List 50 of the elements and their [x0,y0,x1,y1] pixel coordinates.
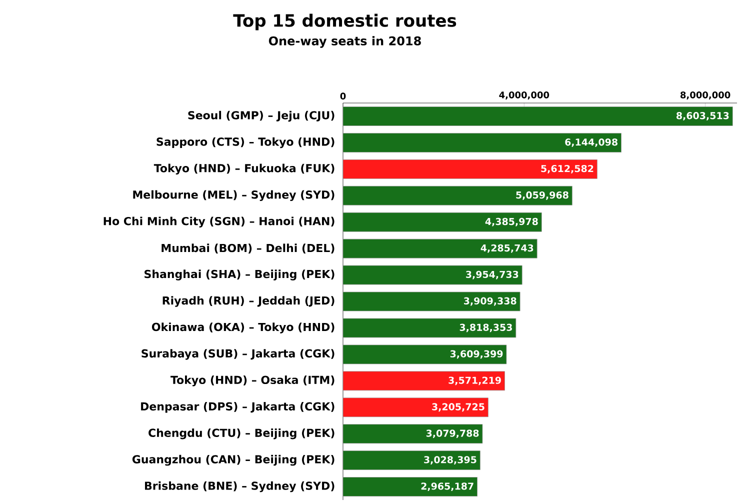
y-tick-label: Sapporo (CTS) – Tokyo (HND) [156,137,334,148]
y-tick-label: Shanghai (SHA) – Beijing (PEK) [144,270,334,280]
y-tick-label: Chengdu (CTU) – Beijing (PEK) [148,428,334,440]
y-tick-label: Denpasar (DPS) – Jakarta (CGK) [141,402,334,413]
x-tick-label: 8,000,000 [680,92,730,100]
bar [342,265,522,285]
y-tick-label: Surabaya (SUB) – Jakarta (CGK) [142,349,334,360]
bar [342,292,520,312]
data-label: 3,205,725 [432,403,484,412]
data-label: 5,612,582 [541,164,594,174]
data-label: 4,285,743 [480,244,534,253]
bar [342,212,542,232]
x-tick-label: 4,000,000 [499,92,550,100]
bar [342,424,483,444]
data-label: 3,954,733 [466,270,518,280]
data-label: 3,818,353 [460,324,512,332]
y-tick-label: Seoul (GMP) – Jeju (CJU) [188,110,334,122]
data-label: 2,965,187 [421,482,474,491]
bar [342,106,733,126]
data-label: 6,144,098 [565,138,618,147]
y-tick-label: Mumbai (BOM) – Delhi (DEL) [162,244,334,254]
y-tick-label: Brisbane (BNE) – Sydney (SYD) [145,481,334,492]
y-tick-label: Tokyo (HND) – Osaka (ITM) [170,376,334,386]
data-label: 4,385,978 [485,218,538,226]
y-tick-label: Guangzhou (CAN) – Beijing (PEK) [132,454,334,466]
bar [342,186,572,206]
data-label: 3,571,219 [448,376,501,386]
data-label: 3,609,399 [450,350,503,359]
data-label: 8,603,513 [676,112,729,120]
chart-subtitle: One-way seats in 2018 [268,36,421,48]
data-label: 3,079,788 [426,430,479,438]
data-label: 5,059,968 [516,191,568,200]
bar [342,238,538,258]
bar [342,450,480,470]
y-tick-label: Ho Chi Minh City (SGN) – Hanoi (HAN) [104,216,334,228]
y-tick-label: Tokyo (HND) – Fukuoka (FUK) [154,164,334,175]
chart-title: Top 15 domestic routes [233,14,456,30]
x-tick-label: 0 [340,92,346,100]
y-tick-label: Melbourne (MEL) – Sydney (SYD) [133,190,334,201]
bar [342,133,622,152]
bar [342,398,488,418]
data-label: 3,909,338 [464,297,516,306]
bar [342,344,507,364]
bar [342,371,505,391]
bar [342,159,598,179]
data-label: 3,028,395 [424,456,476,465]
bar [342,477,478,496]
y-tick-label: Riyadh (RUH) – Jeddah (JED) [162,296,334,307]
y-tick-label: Okinawa (OKA) – Tokyo (HND) [152,322,334,334]
bar [342,318,516,338]
